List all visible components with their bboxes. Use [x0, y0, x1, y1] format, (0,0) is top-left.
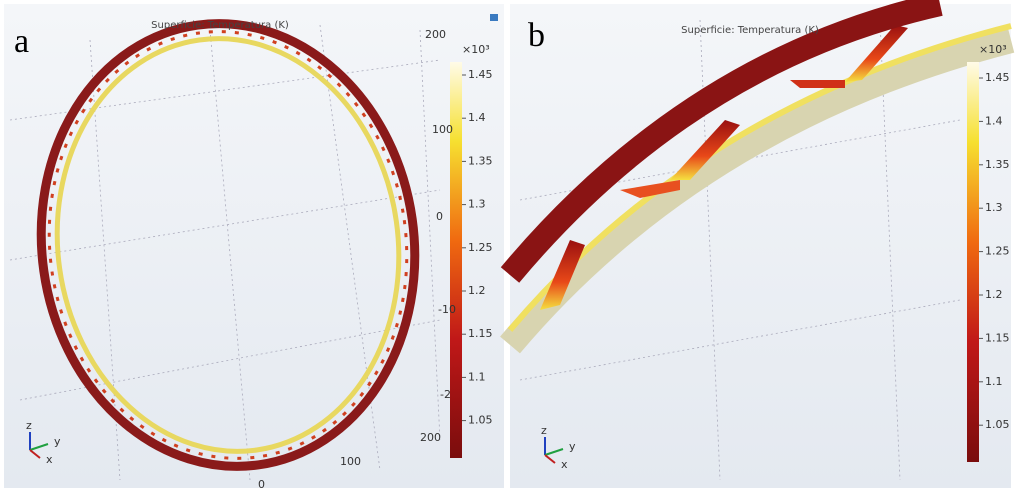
- colorbar: [450, 62, 462, 458]
- ring-detail: [500, 0, 1015, 354]
- triad-label: x: [561, 458, 568, 471]
- triad-y: [29, 443, 49, 451]
- axis-label: 100: [340, 455, 361, 468]
- colorbar: [967, 62, 979, 462]
- grid-a: [9, 24, 441, 481]
- axis-label: 0: [436, 210, 443, 223]
- triad-label: y: [54, 435, 61, 448]
- colorbar-tick-label: 1.2: [985, 288, 1003, 301]
- axis-label: 200: [420, 431, 441, 444]
- triad-x: [29, 449, 41, 459]
- icon: [490, 14, 498, 21]
- colorbar-tick-label: 1.45: [985, 71, 1010, 84]
- colorbar-tick-label: 1.4: [468, 111, 486, 124]
- axis-label: 200: [425, 28, 446, 41]
- triad-label: z: [541, 424, 547, 437]
- panel-title: Superficie: Temperatura (K): [151, 20, 289, 31]
- colorbar-tick-label: 1.15: [985, 331, 1010, 344]
- colorbar-exponent: ×10³: [462, 43, 490, 56]
- panel-title: Superficie: Temperatura (K): [681, 25, 819, 36]
- triad-label: x: [46, 453, 53, 466]
- colorbar-tick-label: 1.25: [468, 241, 493, 254]
- triad-y: [544, 448, 564, 456]
- colorbar-tick-label: 1.1: [985, 375, 1003, 388]
- axis-label: 0: [258, 478, 265, 491]
- colorbar-tick-label: 1.35: [468, 154, 493, 167]
- annotations: a b Superficie: Temperatura (K) Superfic…: [14, 17, 819, 60]
- triad-x: [544, 454, 556, 464]
- triad-label: z: [26, 419, 32, 432]
- axis-label: -2: [440, 388, 451, 401]
- colorbar-tick-label: 1.3: [468, 198, 486, 211]
- axis-label: -10: [438, 303, 456, 316]
- colorbar-tick-label: 1.35: [985, 158, 1010, 171]
- colorbar-tick-label: 1.1: [468, 370, 486, 383]
- colorbar-tick-label: 1.2: [468, 284, 486, 297]
- colorbar-exponent: ×10³: [979, 43, 1007, 56]
- panel-label: b: [528, 17, 545, 54]
- colorbar-tick-label: 1.3: [985, 201, 1003, 214]
- colorbar-tick-label: 1.4: [985, 114, 1003, 127]
- colorbar-tick-label: 1.05: [985, 418, 1010, 431]
- panel-label: a: [14, 23, 29, 60]
- colorbar-tick-label: 1.15: [468, 327, 493, 340]
- colorbar-tick-label: 1.45: [468, 68, 493, 81]
- triad-label: y: [569, 440, 576, 453]
- ring: [36, 19, 420, 471]
- panel-a-background: [4, 4, 504, 488]
- colorbar-tick-label: 1.25: [985, 245, 1010, 258]
- axis-label: 100: [432, 123, 453, 136]
- colorbar-tick-label: 1.05: [468, 414, 493, 427]
